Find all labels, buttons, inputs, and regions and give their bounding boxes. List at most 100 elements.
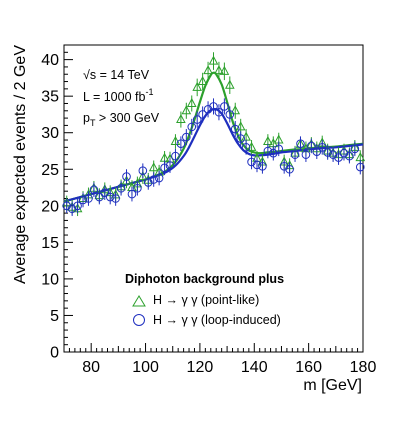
y-tick-label: 25 xyxy=(41,162,59,179)
y-axis-label: Average expected events / 2 GeV xyxy=(12,45,29,284)
loop-induced-data-point xyxy=(339,145,349,161)
loop-induced-data-point xyxy=(154,170,164,186)
loop-induced-data-point xyxy=(274,141,284,157)
y-tick-label: 0 xyxy=(50,345,59,362)
loop-induced-data-point xyxy=(95,189,104,205)
x-tick-label: 140 xyxy=(241,359,268,376)
circle-marker xyxy=(67,204,77,214)
loop-induced-data-point xyxy=(263,143,273,159)
loop-induced-data-point xyxy=(143,175,153,190)
point-like-data-point xyxy=(170,134,181,149)
loop-induced-data-point xyxy=(225,106,235,123)
loop-induced-data-point xyxy=(241,140,251,155)
luminosity-annotation: L = 1000 fb-1 xyxy=(83,87,153,104)
triangle-marker xyxy=(197,75,208,86)
loop-induced-data-point xyxy=(252,157,262,173)
circle-marker xyxy=(258,162,267,171)
circle-marker xyxy=(355,162,365,172)
circle-marker xyxy=(247,157,256,167)
loop-induced-data-point xyxy=(89,182,99,198)
circle-marker xyxy=(312,147,322,157)
y-tick-label: 35 xyxy=(41,89,59,106)
loop-induced-data-point xyxy=(192,111,202,128)
triangle-marker xyxy=(176,113,186,124)
loop-induced-data-point xyxy=(307,138,316,154)
loop-induced-data-point xyxy=(317,140,327,155)
circle-marker xyxy=(317,143,327,152)
loop-induced-data-point xyxy=(301,147,311,162)
circle-marker xyxy=(296,139,305,148)
loop-induced-data-point xyxy=(350,141,360,157)
circle-marker xyxy=(62,201,72,211)
loop-induced-data-point xyxy=(279,159,289,174)
loop-induced-data-point xyxy=(67,201,77,217)
loop-induced-data-point xyxy=(171,148,180,164)
triangle-marker xyxy=(208,55,219,65)
y-tick-label: 15 xyxy=(41,235,59,252)
triangle-marker xyxy=(235,121,246,131)
triangle-marker xyxy=(230,105,241,115)
circle-marker xyxy=(154,173,164,183)
x-tick-label: 120 xyxy=(187,359,214,376)
circle-marker xyxy=(220,102,229,111)
loop-induced-data-point xyxy=(116,180,126,196)
circle-marker xyxy=(230,124,240,134)
point-like-data-point xyxy=(230,102,241,119)
point-like-data-point xyxy=(219,62,230,81)
circle-marker xyxy=(192,115,202,124)
circle-marker xyxy=(334,153,343,162)
point-like-data-point xyxy=(197,72,208,91)
circle-marker xyxy=(203,105,213,114)
loop-induced-data-point xyxy=(209,98,218,115)
y-tick-label: 40 xyxy=(41,52,59,69)
triangle-marker xyxy=(137,171,148,181)
loop-induced-data-point xyxy=(296,136,305,151)
circle-marker xyxy=(345,151,354,161)
loop-induced-data-point xyxy=(230,121,240,138)
circle-marker xyxy=(285,164,294,174)
point-like-data-point xyxy=(181,102,192,119)
axes: 80 100 120 140 160 180 0 5 10 15 20 25 30 35 40 xyxy=(41,44,377,376)
circle-marker xyxy=(176,139,186,148)
point-like-data-point xyxy=(176,111,186,128)
loop-induced-data-point xyxy=(258,159,267,174)
circle-marker xyxy=(105,192,115,202)
loop-induced-data-point xyxy=(73,198,82,214)
sqrt-s-annotation: √s = 14 TeV xyxy=(83,68,150,82)
loop-induced-data-point xyxy=(285,161,294,177)
loop-induced-data-point xyxy=(127,186,137,202)
circle-marker xyxy=(122,172,131,181)
pt-cut-annotation: pT > 300 GeV xyxy=(83,111,160,128)
x-axis-label: m [GeV] xyxy=(303,377,362,394)
point-like-data-point xyxy=(203,61,213,80)
triangle-marker xyxy=(170,135,181,145)
loop-induced-data-point xyxy=(138,163,148,179)
circle-marker xyxy=(301,150,311,159)
loop-induced-data-point xyxy=(100,185,110,200)
circle-marker xyxy=(350,144,360,154)
legend-label-loop-induced: H → γ γ (loop-induced) xyxy=(153,313,281,327)
point-like-data-point xyxy=(214,61,224,80)
data-points xyxy=(61,52,366,217)
loop-induced-data-point xyxy=(312,144,322,160)
point-like-data-point xyxy=(186,95,197,112)
circle-marker xyxy=(214,107,224,117)
loop-induced-data-point xyxy=(133,180,142,196)
loop-induced-data-point xyxy=(105,189,115,205)
circle-marker xyxy=(328,150,338,159)
x-tick-label: 100 xyxy=(132,359,159,376)
loop-induced-data-point xyxy=(345,148,354,164)
legend-entry-loop-induced: H → γ γ (loop-induced) xyxy=(133,313,281,327)
circle-marker xyxy=(339,148,349,158)
circle-marker xyxy=(269,148,278,158)
circle-marker xyxy=(323,148,332,157)
x-tick-label: 180 xyxy=(350,359,377,376)
circle-marker xyxy=(209,102,218,111)
loop-induced-data-point xyxy=(355,159,365,175)
y-tick-label: 10 xyxy=(41,271,59,288)
x-tick-label: 80 xyxy=(82,359,100,376)
circle-marker xyxy=(138,166,148,176)
circle-marker xyxy=(89,185,99,195)
circle-marker xyxy=(236,134,245,143)
